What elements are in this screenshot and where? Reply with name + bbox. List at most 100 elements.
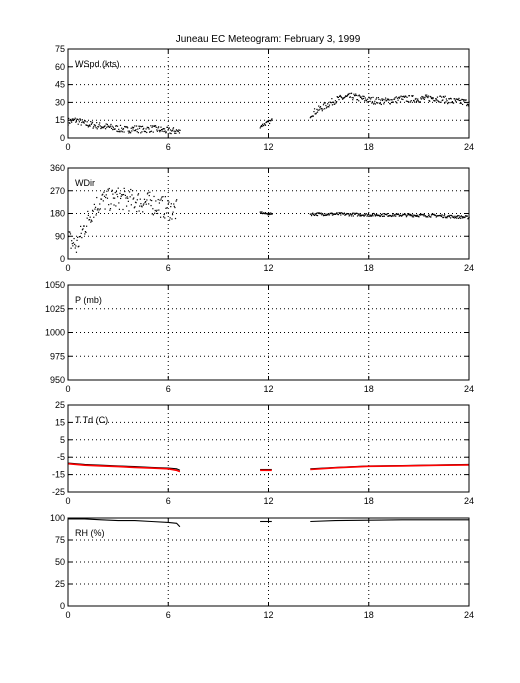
wspd-point — [93, 124, 95, 126]
wdir-point — [375, 214, 377, 216]
wdir-point — [417, 214, 419, 216]
wdir-point — [136, 210, 138, 213]
wdir-point — [95, 214, 97, 216]
wdir-point — [169, 217, 171, 219]
wspd-point — [454, 98, 456, 100]
wspd-point — [104, 125, 106, 127]
wdir-point — [82, 228, 84, 230]
wspd-point — [395, 96, 397, 98]
pres-xtick-label: 0 — [65, 384, 70, 394]
wspd-point — [423, 98, 425, 100]
wspd-point — [147, 126, 150, 129]
wdir-point — [154, 212, 156, 214]
wspd-point — [343, 97, 345, 99]
wdir-point — [134, 206, 136, 208]
rh-xtick-label: 6 — [166, 610, 171, 620]
wspd-point — [376, 97, 378, 99]
wspd-point — [440, 101, 442, 103]
wdir-point — [268, 214, 270, 216]
rh-series-0-line — [310, 519, 469, 523]
wdir-point — [370, 215, 372, 217]
wspd-xtick-label: 18 — [364, 142, 374, 152]
wspd-point — [352, 99, 354, 101]
wspd-point — [420, 98, 422, 100]
wdir-point — [171, 218, 173, 220]
wdir-point — [382, 213, 384, 215]
wdir-point — [369, 215, 371, 217]
wspd-point — [327, 103, 329, 105]
wdir-point — [264, 212, 266, 215]
wspd-point — [178, 129, 180, 131]
wspd-point — [384, 97, 387, 99]
wdir-point — [349, 214, 351, 216]
wdir-point — [88, 219, 91, 221]
wdir-point — [104, 208, 106, 210]
wspd-point — [428, 99, 430, 102]
wspd-point — [339, 94, 341, 97]
wspd-point — [103, 127, 105, 129]
wspd-point — [79, 118, 81, 120]
wdir-point — [462, 216, 464, 218]
wspd-point — [75, 121, 77, 123]
wspd-point — [137, 128, 139, 130]
wspd-point — [112, 126, 114, 128]
wdir-point — [165, 207, 167, 209]
wspd-point — [84, 120, 86, 122]
wdir-point — [140, 203, 142, 205]
wspd-point — [270, 120, 272, 122]
wspd-point — [328, 106, 330, 108]
wspd-point — [362, 97, 365, 100]
wspd-point — [77, 123, 79, 125]
wdir-point — [401, 214, 403, 216]
wdir-point — [107, 188, 109, 190]
wdir-point — [136, 199, 138, 201]
wspd-point — [457, 99, 459, 101]
wdir-point — [379, 215, 381, 218]
wdir-point — [86, 217, 88, 219]
wspd-point — [77, 118, 79, 120]
wdir-point — [435, 214, 437, 216]
wdir-point — [433, 213, 435, 215]
wspd-point — [374, 103, 377, 105]
wdir-point — [115, 191, 118, 193]
wspd-point — [312, 115, 314, 117]
wdir-point — [362, 214, 365, 216]
rh-xtick-label: 0 — [65, 610, 70, 620]
rh-ytick-label: 0 — [60, 601, 65, 611]
wspd-point — [364, 100, 366, 102]
wdir-point — [338, 212, 340, 214]
wdir-point — [396, 213, 399, 215]
wdir-point — [81, 229, 84, 231]
wdir-point — [457, 217, 459, 219]
wspd-point — [75, 120, 78, 122]
wdir-point — [423, 215, 425, 217]
wspd-point — [421, 96, 424, 98]
wspd-point — [424, 94, 427, 96]
wspd-ytick-label: 75 — [55, 44, 65, 54]
wdir-point — [461, 217, 464, 219]
wdir-point — [123, 193, 125, 196]
wspd-point — [172, 127, 175, 129]
wspd-point — [384, 99, 386, 101]
wspd-point — [74, 118, 76, 121]
wspd-point — [371, 102, 373, 104]
wspd-point — [419, 101, 421, 103]
wdir-point — [86, 225, 88, 227]
wspd-point — [143, 127, 145, 130]
wspd-point — [398, 97, 400, 99]
pres-panel-label: P (mb) — [75, 295, 102, 305]
wspd-point — [78, 119, 80, 121]
panel-wdir: 0 6 12 18 24 0 90 180 270 360 WDir — [50, 163, 474, 273]
wdir-point — [452, 216, 455, 219]
wspd-point — [150, 125, 152, 127]
wspd-point — [318, 105, 320, 107]
wspd-point — [263, 124, 265, 127]
wspd-point — [439, 95, 442, 97]
wdir-point — [428, 214, 430, 216]
wdir-point — [381, 213, 383, 216]
wdir-point — [316, 214, 319, 217]
rh-ytick-label: 75 — [55, 535, 65, 545]
wdir-point — [105, 194, 107, 196]
wdir-point — [117, 187, 119, 189]
wdir-point — [100, 198, 103, 200]
